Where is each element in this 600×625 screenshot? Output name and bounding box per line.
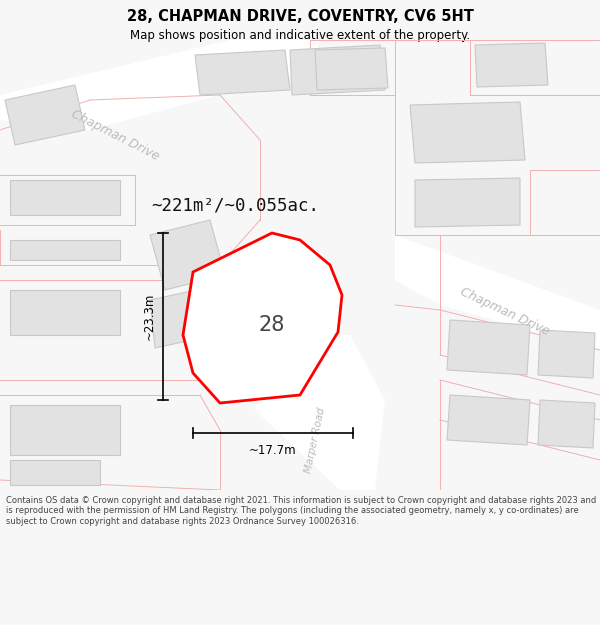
Polygon shape	[538, 330, 595, 378]
Polygon shape	[447, 320, 530, 375]
Polygon shape	[475, 43, 548, 87]
Text: Contains OS data © Crown copyright and database right 2021. This information is : Contains OS data © Crown copyright and d…	[6, 496, 596, 526]
Text: ~17.7m: ~17.7m	[249, 444, 297, 456]
Polygon shape	[290, 45, 385, 95]
Polygon shape	[410, 102, 525, 163]
Polygon shape	[10, 180, 120, 215]
Polygon shape	[415, 178, 520, 227]
Polygon shape	[10, 460, 100, 485]
Polygon shape	[538, 400, 595, 448]
Text: Map shows position and indicative extent of the property.: Map shows position and indicative extent…	[130, 29, 470, 42]
Polygon shape	[150, 288, 215, 348]
Polygon shape	[395, 235, 600, 350]
Polygon shape	[447, 395, 530, 445]
Polygon shape	[150, 220, 225, 290]
Text: ~23.3m: ~23.3m	[143, 292, 155, 340]
Polygon shape	[255, 335, 385, 490]
Polygon shape	[183, 233, 342, 403]
Polygon shape	[10, 290, 120, 335]
Polygon shape	[195, 50, 290, 95]
Text: 28, CHAPMAN DRIVE, COVENTRY, CV6 5HT: 28, CHAPMAN DRIVE, COVENTRY, CV6 5HT	[127, 9, 473, 24]
Text: Chapman Drive: Chapman Drive	[69, 107, 161, 163]
Text: 28: 28	[259, 315, 285, 335]
Polygon shape	[5, 85, 85, 145]
Polygon shape	[315, 48, 388, 90]
Polygon shape	[0, 40, 320, 130]
Text: ~221m²/~0.055ac.: ~221m²/~0.055ac.	[151, 196, 319, 214]
Polygon shape	[10, 240, 120, 260]
Text: Chapman Drive: Chapman Drive	[458, 286, 552, 338]
Polygon shape	[10, 405, 120, 455]
Text: Marper Road: Marper Road	[303, 406, 327, 474]
